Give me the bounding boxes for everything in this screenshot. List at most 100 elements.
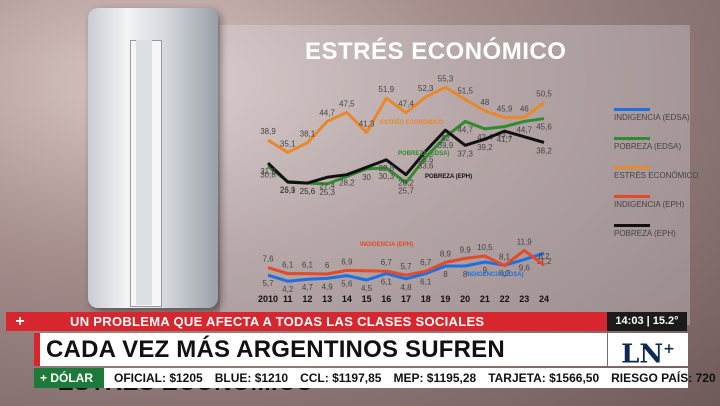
legend-swatch (614, 108, 650, 111)
legend-swatch (614, 224, 650, 227)
data-label: 25,9 (280, 186, 296, 195)
legend-label: POBREZA (EPH) (614, 229, 676, 238)
chart-legend: INDIGENCIA (EDSA) POBREZA (EDSA) ESTRÉS EC… (614, 108, 704, 253)
data-label: 25,6 (300, 187, 316, 196)
data-label: 47,5 (339, 99, 355, 108)
data-label: 38,9 (260, 127, 276, 136)
data-label: 55,3 (438, 74, 454, 83)
data-label: 6,7 (420, 258, 432, 267)
legend-label: ESTRÉS ECONÓMICO (614, 171, 699, 180)
x-tick-label: 23 (519, 294, 529, 304)
data-label: 6,1 (302, 261, 314, 270)
logo-text: LN (621, 339, 664, 370)
x-tick-label: 19 (440, 294, 450, 304)
x-tick-label: 14 (342, 294, 352, 304)
data-label: 5,6 (341, 280, 353, 289)
data-label: 38,1 (300, 130, 316, 139)
data-label: 51,9 (378, 85, 394, 94)
chart-title: ESTRÉS ECONÓMICO (305, 38, 567, 65)
data-label: 8,2 (538, 252, 550, 261)
data-label: 41,3 (359, 119, 375, 128)
chart-annotation: INDIGENCIA (EPH) (360, 242, 413, 248)
data-label: 6,1 (282, 261, 294, 270)
data-label: 35,5 (418, 155, 434, 164)
x-tick-label: 21 (480, 294, 490, 304)
data-label: 37,3 (457, 149, 473, 158)
data-label: 6 (325, 261, 330, 270)
data-label: 42 (441, 134, 450, 143)
time-temp: 14:03 | 15.2° (607, 312, 687, 331)
headline-bar: CADA VEZ MÁS ARGENTINOS SUFREN "ESTRÉS E… (34, 333, 607, 396)
dollar-tag: + DÓLAR (34, 368, 104, 388)
data-label: 4,2 (282, 285, 294, 294)
series-line (266, 128, 545, 185)
data-label: 45,9 (497, 105, 513, 114)
legend-swatch (614, 166, 650, 169)
data-label: 25,3 (319, 188, 335, 197)
data-label: 51,5 (457, 87, 473, 96)
data-label: 9,9 (460, 245, 472, 254)
data-label: 48 (480, 98, 489, 107)
data-label: 8,9 (440, 249, 452, 258)
data-label: 4,8 (400, 283, 412, 292)
data-label: 42,4 (477, 133, 493, 142)
legend-item: POBREZA (EPH) (614, 224, 704, 238)
data-label: 41,7 (497, 135, 513, 144)
data-label: 30,8 (260, 170, 276, 179)
x-tick-label: 18 (421, 294, 431, 304)
data-label: 39,9 (438, 141, 454, 150)
kicker-bar: + UN PROBLEMA QUE AFECTA A TODAS LAS CLA… (6, 312, 607, 331)
chart-annotation: INDIGENCIA (EDSA) (466, 272, 523, 278)
x-tick-label: 11 (283, 294, 293, 304)
data-label: 7,6 (262, 255, 274, 264)
market-items: OFICIAL: $1205 BLUE: $1210 CCL: $1197,85 ME… (114, 371, 720, 385)
headline-accent (34, 333, 40, 366)
data-label: 4,7 (302, 283, 314, 292)
data-label: 28,2 (339, 179, 355, 188)
data-label: 43,1 (497, 131, 513, 140)
chart-annotation: POBREZA (EDSA) (398, 151, 449, 157)
data-label: 39,2 (477, 143, 493, 152)
data-label: 11,2 (537, 257, 553, 266)
legend-swatch (614, 137, 650, 140)
data-label: 35,1 (280, 139, 296, 148)
legend-item: POBREZA (EDSA) (614, 137, 704, 151)
market-item: MEP: $1195,28 (393, 371, 477, 385)
data-label: 30,3 (378, 172, 394, 181)
data-label: 30 (362, 173, 371, 182)
data-label: 6,1 (420, 278, 432, 287)
series-line (267, 251, 545, 283)
chart-annotation: POBREZA (EPH) (425, 174, 472, 180)
market-item: BLUE: $1210 (214, 371, 289, 385)
legend-label: POBREZA (EDSA) (614, 142, 682, 151)
data-label: 47,4 (398, 100, 414, 109)
market-item: RIESGO PAÍS: 720 (611, 371, 716, 385)
x-tick-label: 15 (362, 294, 372, 304)
data-label: 9 (483, 266, 488, 275)
x-tick-label: 20 (460, 294, 470, 304)
x-tick-label: 12 (302, 294, 312, 304)
legend-item: ESTRÉS ECONÓMICO (614, 166, 704, 180)
headline-text: CADA VEZ MÁS ARGENTINOS SUFREN "ESTRÉS E… (46, 336, 505, 396)
data-label: 44,7 (516, 125, 532, 134)
data-label: 32,8 (378, 164, 394, 173)
market-item: TARJETA: $1566,50 (488, 371, 600, 385)
data-label: 4,5 (361, 284, 373, 293)
channel-logo: LN+ (608, 333, 688, 370)
series-line (267, 85, 545, 154)
data-label: 33,6 (418, 161, 434, 170)
data-label: 44,7 (457, 125, 473, 134)
data-label: 25,6 (300, 187, 316, 196)
x-tick-label: 2010 (258, 294, 278, 304)
data-label: 31,8 (260, 167, 276, 176)
data-label: 25,7 (398, 187, 414, 196)
kicker-text: UN PROBLEMA QUE AFECTA A TODAS LAS CLASE… (70, 314, 485, 329)
data-label: 38,2 (536, 146, 552, 155)
x-tick-label: 16 (381, 294, 391, 304)
data-label: 10,5 (477, 243, 493, 252)
legend-item: INDIGENCIA (EDSA) (614, 108, 704, 122)
data-label: 6,9 (341, 257, 353, 266)
market-ticker: + DÓLAR OFICIAL: $1205 BLUE: $1210 CCL: $1… (34, 368, 716, 388)
legend-item: INDIGENCIA (EPH) (614, 195, 704, 209)
